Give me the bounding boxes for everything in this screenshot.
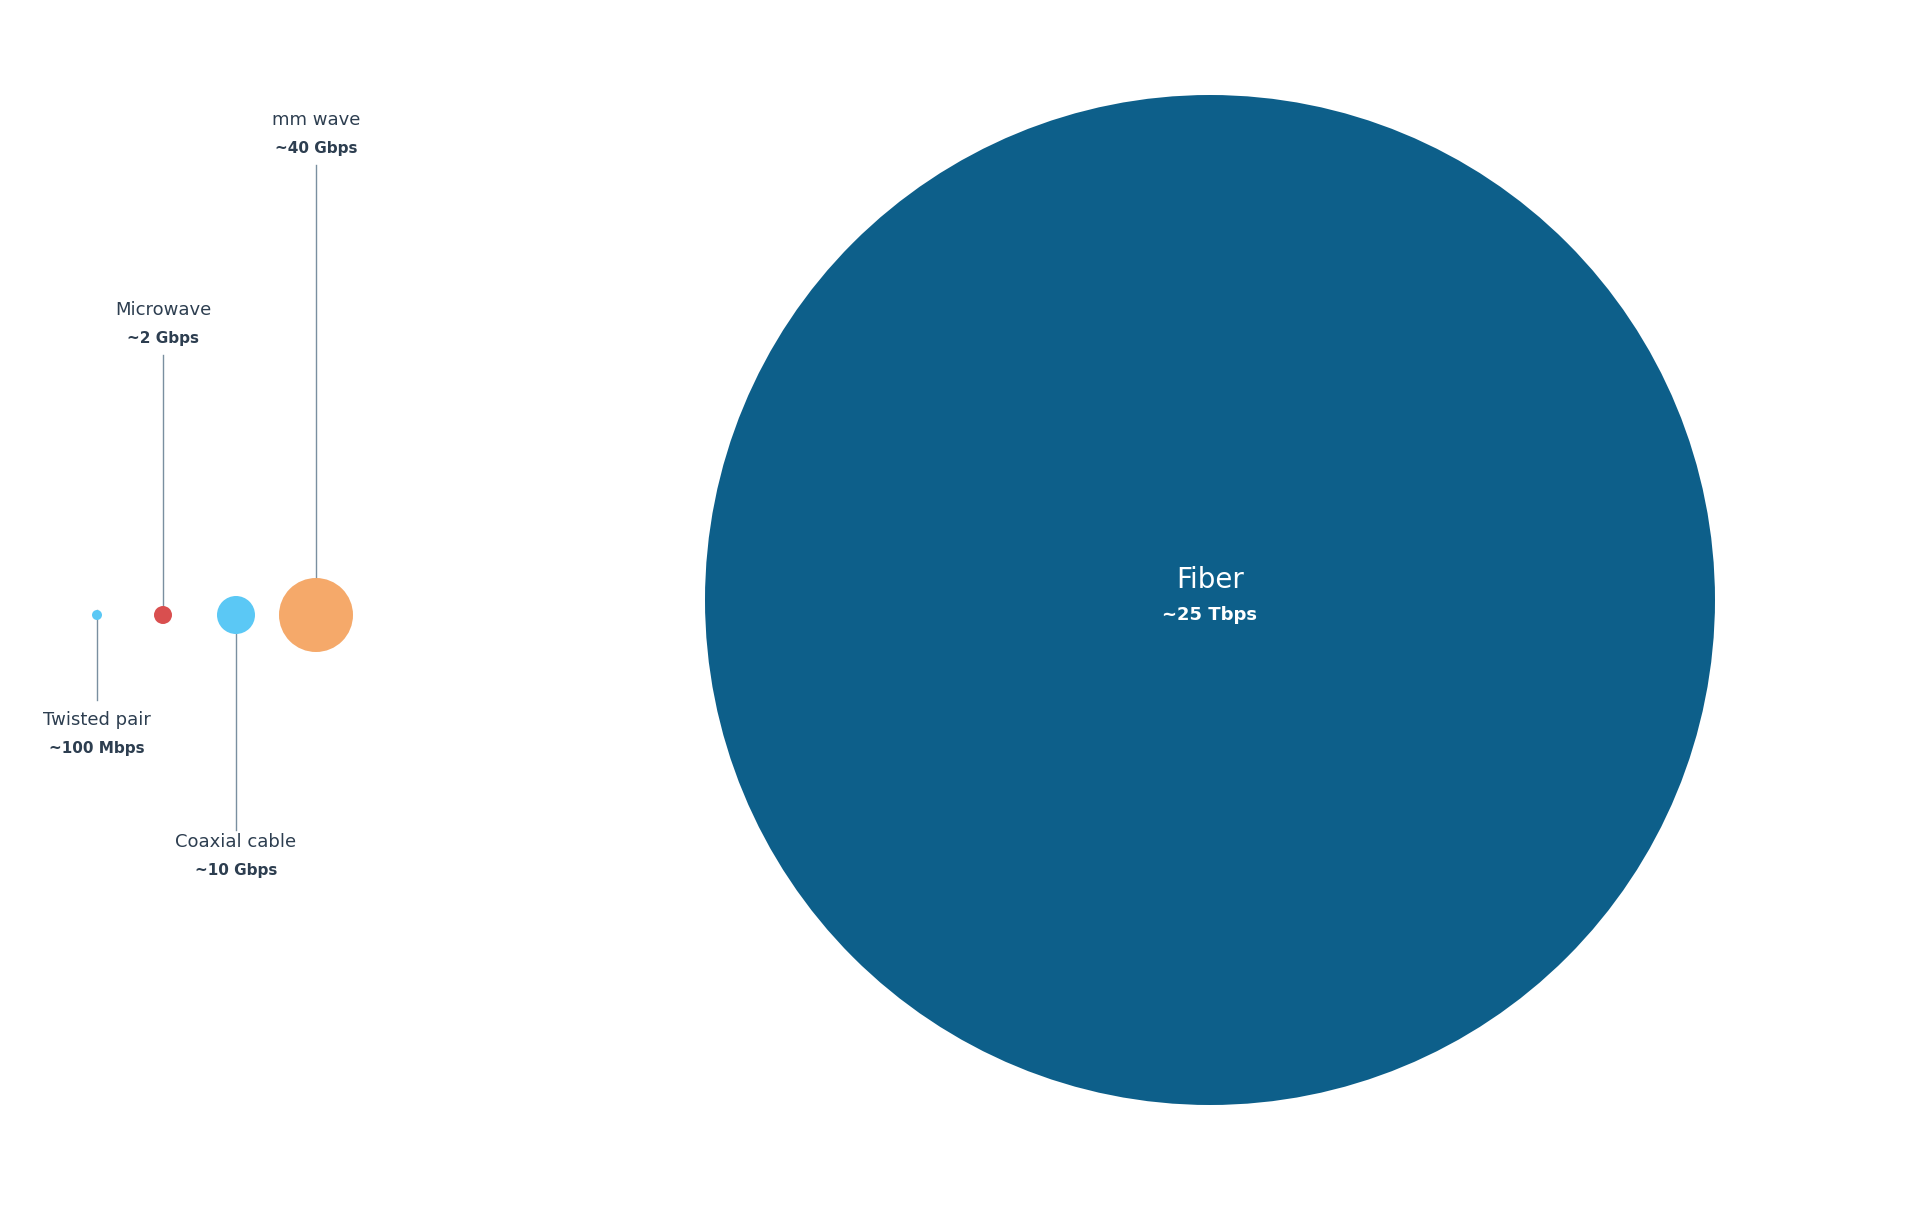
Text: mm wave: mm wave <box>273 111 361 129</box>
Circle shape <box>154 606 173 624</box>
Circle shape <box>278 579 353 652</box>
Circle shape <box>705 95 1715 1105</box>
Text: ~100 Mbps: ~100 Mbps <box>50 741 144 756</box>
Text: Twisted pair: Twisted pair <box>42 712 152 729</box>
Text: Microwave: Microwave <box>115 302 211 319</box>
Text: Coaxial cable: Coaxial cable <box>175 833 296 851</box>
Text: ~25 Tbps: ~25 Tbps <box>1162 606 1258 624</box>
Text: ~2 Gbps: ~2 Gbps <box>127 330 200 346</box>
Text: Fiber: Fiber <box>1177 566 1244 595</box>
Circle shape <box>92 611 102 620</box>
Text: ~40 Gbps: ~40 Gbps <box>275 140 357 155</box>
Text: ~10 Gbps: ~10 Gbps <box>194 863 276 878</box>
Circle shape <box>217 596 255 634</box>
